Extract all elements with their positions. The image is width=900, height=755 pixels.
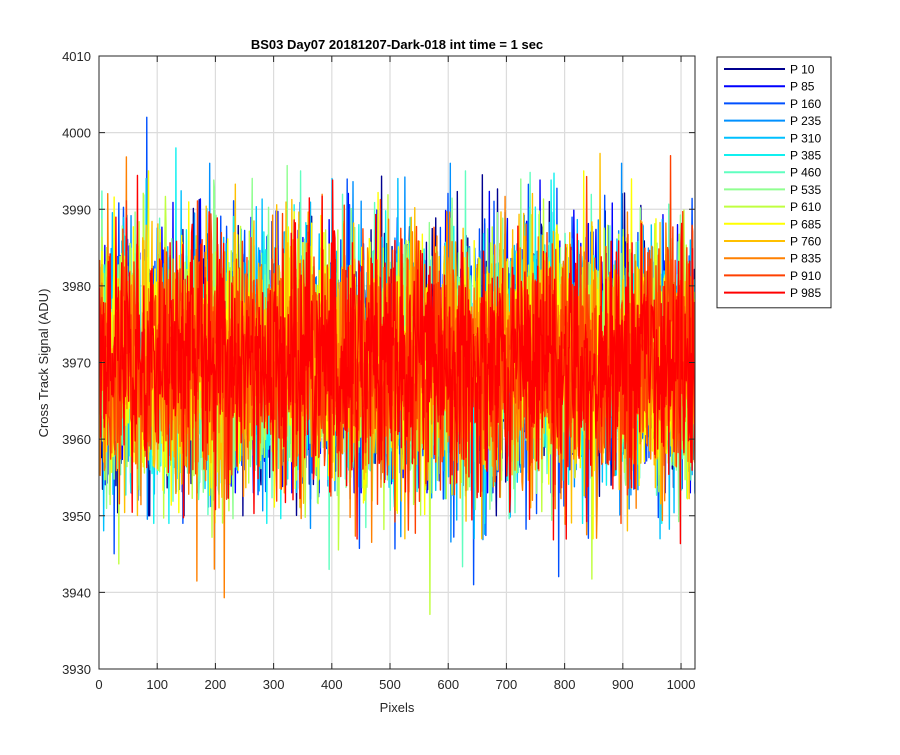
y-tick-label: 3960 [62, 432, 91, 447]
legend-label: P 910 [790, 269, 821, 283]
y-tick-label: 3930 [62, 662, 91, 677]
x-axis-label: Pixels [380, 700, 415, 715]
y-tick-label: 4010 [62, 49, 91, 64]
y-tick-label: 4000 [62, 126, 91, 141]
x-tick-label: 900 [612, 677, 634, 692]
series-line [99, 174, 695, 545]
x-tick-label: 200 [205, 677, 227, 692]
x-tick-label: 500 [379, 677, 401, 692]
legend-label: P 535 [790, 183, 821, 197]
tick-layer: 0 100 200 300 400 500 600 700 800 900 1000 3930 3940… [62, 49, 695, 692]
y-tick-label: 3940 [62, 585, 91, 600]
x-tick-label: 700 [496, 677, 518, 692]
legend-label: P 385 [790, 149, 821, 163]
chart-title: BS03 Day07 20181207-Dark-018 int time = … [251, 37, 543, 52]
legend-label: P 610 [790, 200, 821, 214]
series-layer [99, 116, 695, 616]
legend-label: P 160 [790, 97, 821, 111]
x-tick-label: 600 [437, 677, 459, 692]
legend-label: P 685 [790, 217, 821, 231]
legend-box [716, 56, 832, 309]
y-tick-label: 3970 [62, 356, 91, 371]
y-tick-label: 3980 [62, 279, 91, 294]
x-tick-label: 100 [146, 677, 168, 692]
y-axis-label: Cross Track Signal (ADU) [36, 289, 51, 438]
legend-label: P 460 [790, 166, 821, 180]
legend-label: P 835 [790, 252, 821, 266]
legend: P 10 P 85 P 160 P 235 P 310 P 385 P 460 P 535 P … [716, 56, 832, 309]
x-tick-label: 1000 [667, 677, 696, 692]
legend-label: P 985 [790, 286, 821, 300]
legend-label: P 760 [790, 235, 821, 249]
y-tick-label: 3990 [62, 202, 91, 217]
legend-label: P 10 [790, 63, 815, 77]
legend-label: P 85 [790, 80, 815, 94]
y-tick-label: 3950 [62, 509, 91, 524]
x-tick-label: 300 [263, 677, 285, 692]
x-tick-label: 400 [321, 677, 343, 692]
series-line [99, 154, 695, 534]
x-tick-label: 800 [554, 677, 576, 692]
legend-label: P 235 [790, 114, 821, 128]
x-tick-label: 0 [95, 677, 102, 692]
legend-label: P 310 [790, 131, 821, 145]
